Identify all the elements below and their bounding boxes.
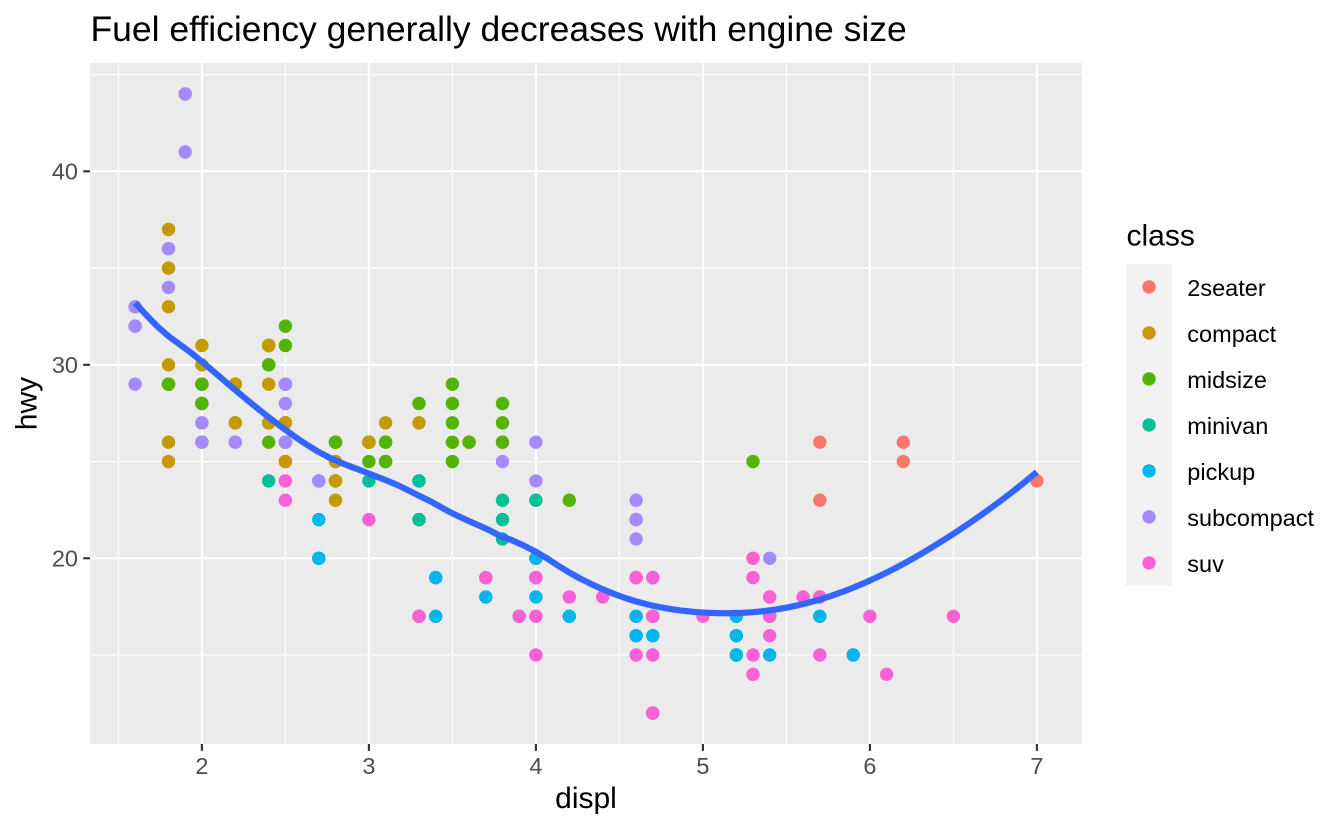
svg-text:6: 6: [863, 753, 876, 779]
svg-text:40: 40: [52, 159, 78, 185]
svg-text:Fuel efficiency generally decr: Fuel efficiency generally decreases with…: [91, 9, 907, 49]
svg-text:5: 5: [696, 753, 709, 779]
svg-text:subcompact: subcompact: [1187, 505, 1314, 531]
svg-text:2: 2: [195, 753, 208, 779]
svg-text:20: 20: [52, 546, 78, 572]
svg-text:minivan: minivan: [1187, 413, 1268, 439]
svg-text:suv: suv: [1187, 551, 1224, 577]
svg-text:pickup: pickup: [1187, 459, 1255, 485]
svg-text:4: 4: [529, 753, 542, 779]
svg-text:3: 3: [362, 753, 375, 779]
svg-text:7: 7: [1030, 753, 1043, 779]
svg-text:midsize: midsize: [1187, 367, 1267, 393]
svg-text:compact: compact: [1187, 321, 1276, 347]
svg-text:30: 30: [52, 352, 78, 378]
svg-text:displ: displ: [555, 782, 617, 815]
svg-text:hwy: hwy: [11, 377, 44, 430]
svg-text:class: class: [1127, 220, 1195, 253]
svg-text:2seater: 2seater: [1187, 275, 1266, 301]
